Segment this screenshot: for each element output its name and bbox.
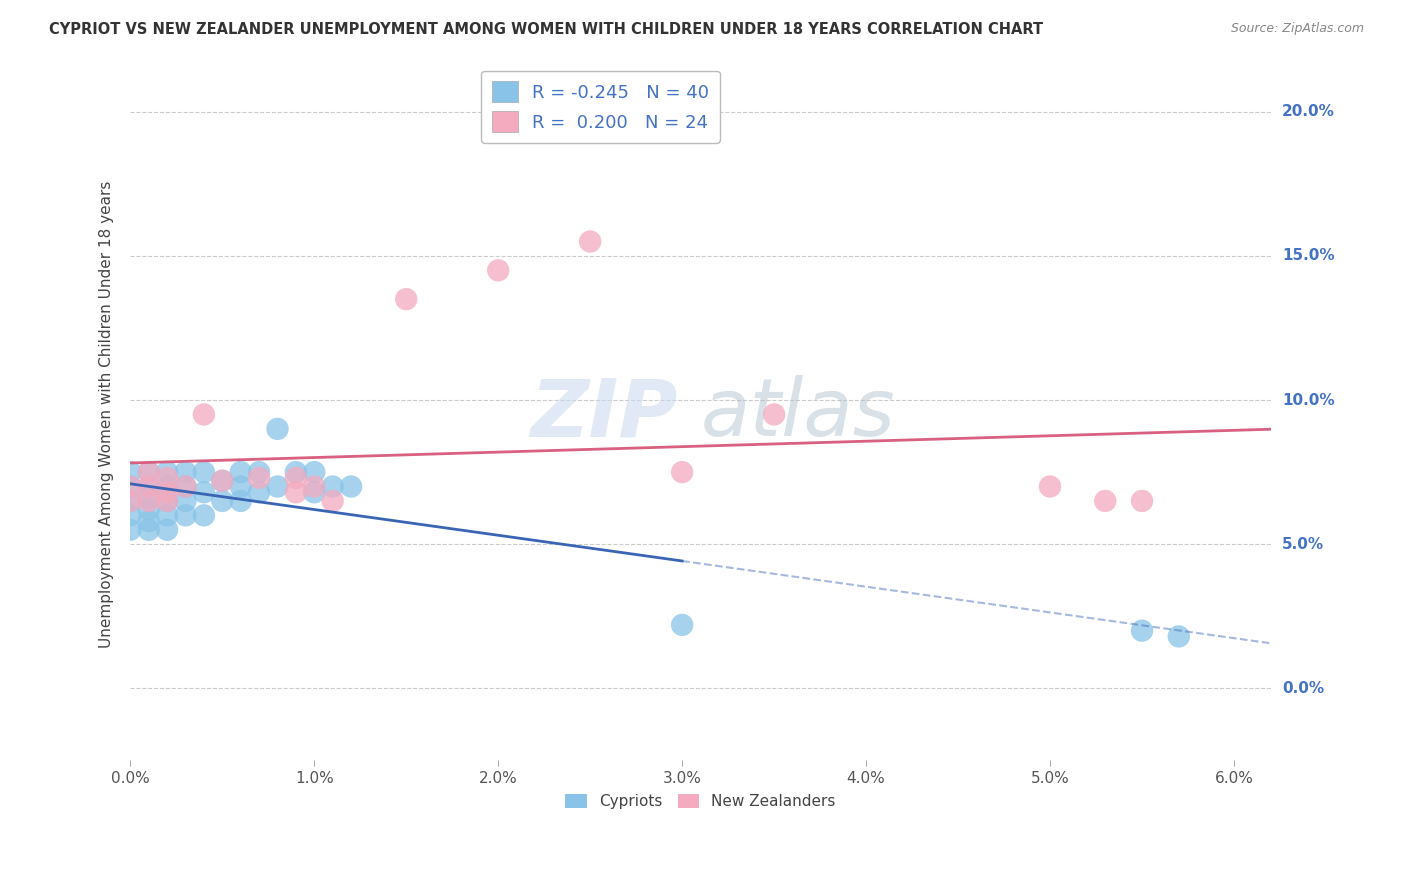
Point [304,465,326,479]
Point [229,494,252,508]
Point [229,465,252,479]
Text: ZIP: ZIP [530,376,678,453]
Point [395,292,418,306]
Text: 20.0%: 20.0% [1282,104,1334,120]
Point [174,465,197,479]
Point [138,479,160,493]
Point [193,408,215,422]
Point [120,494,142,508]
Y-axis label: Unemployment Among Women with Children Under 18 years: Unemployment Among Women with Children U… [100,181,114,648]
Legend: Cypriots, New Zealanders: Cypriots, New Zealanders [560,788,842,815]
Point [322,494,344,508]
Point [284,485,307,500]
Point [156,471,179,485]
Point [138,523,160,537]
Text: 0.0%: 0.0% [1282,681,1324,696]
Point [156,523,179,537]
Point [138,465,160,479]
Point [174,479,197,493]
Point [193,465,215,479]
Point [247,485,270,500]
Point [156,508,179,523]
Point [120,494,142,508]
Point [120,508,142,523]
Point [138,502,160,516]
Point [229,479,252,493]
Text: 15.0%: 15.0% [1282,248,1334,263]
Point [671,618,693,632]
Point [284,471,307,485]
Point [138,514,160,528]
Point [211,474,233,488]
Point [120,523,142,537]
Point [138,494,160,508]
Point [247,471,270,485]
Point [193,485,215,500]
Point [174,479,197,493]
Point [1039,479,1062,493]
Point [120,479,142,493]
Point [193,508,215,523]
Text: atlas: atlas [700,376,896,453]
Point [120,479,142,493]
Text: 5.0%: 5.0% [1282,537,1324,551]
Point [174,508,197,523]
Point [138,479,160,493]
Point [138,465,160,479]
Point [156,465,179,479]
Point [322,479,344,493]
Point [156,494,179,508]
Point [211,474,233,488]
Point [1094,494,1116,508]
Point [266,479,288,493]
Point [1167,629,1189,643]
Point [304,479,326,493]
Text: CYPRIOT VS NEW ZEALANDER UNEMPLOYMENT AMONG WOMEN WITH CHILDREN UNDER 18 YEARS C: CYPRIOT VS NEW ZEALANDER UNEMPLOYMENT AM… [49,22,1043,37]
Point [138,491,160,505]
Point [671,465,693,479]
Point [486,263,509,277]
Point [247,465,270,479]
Point [211,494,233,508]
Point [304,485,326,500]
Text: 10.0%: 10.0% [1282,392,1334,408]
Point [579,235,602,249]
Point [1130,624,1153,638]
Text: Source: ZipAtlas.com: Source: ZipAtlas.com [1230,22,1364,36]
Point [1130,494,1153,508]
Point [156,485,179,500]
Point [120,465,142,479]
Point [284,465,307,479]
Point [266,422,288,436]
Point [156,479,179,493]
Point [763,408,786,422]
Point [340,479,363,493]
Point [156,494,179,508]
Point [174,494,197,508]
